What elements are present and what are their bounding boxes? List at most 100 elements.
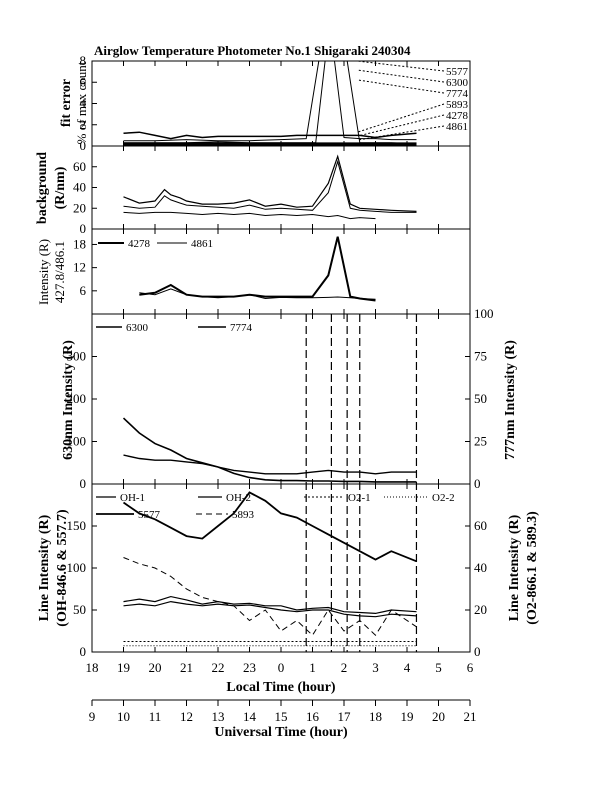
y-tick-label: 50: [73, 602, 86, 617]
legend-label-4278: 4278: [128, 238, 151, 250]
legend-label-oh1: OH-1: [120, 492, 145, 504]
x-tick-label-ut: 18: [369, 709, 382, 724]
blue-ylabel: Intensity (R): [36, 239, 51, 305]
y-tick-label-right: 50: [474, 391, 487, 406]
x-tick-label-local: 6: [467, 660, 474, 675]
fit-error-label-7774: 7774: [446, 88, 469, 100]
y-tick-label: 0: [80, 138, 87, 153]
y-tick-label: 200: [67, 391, 87, 406]
x-tick-label-ut: 16: [306, 709, 320, 724]
fit-error-leader: [357, 125, 445, 141]
x-tick-label-ut: 10: [117, 709, 130, 724]
y-tick-label: 12: [73, 260, 86, 275]
x-tick-label-ut: 19: [401, 709, 414, 724]
x-axis-local-time: 18 19 20 21 22 23 0 1 2 3 4 5 6: [86, 660, 474, 675]
series-line-OH-2: [123, 600, 417, 618]
x-tick-label-local: 21: [180, 660, 193, 675]
legend-label-o2-2: O2-2: [432, 492, 455, 504]
x-tick-label-local: 1: [309, 660, 316, 675]
lines-ylabel2: (OH-846.6 & 557.7): [55, 509, 70, 627]
series-line-6300: [122, 417, 417, 483]
x-tick-label-local: 2: [341, 660, 348, 675]
x-tick-label-local: 0: [278, 660, 285, 675]
fit-error-label-5893: 5893: [446, 99, 469, 111]
background-ylabel2: (R/nm): [53, 166, 68, 209]
y-tick-label-right: 0: [474, 644, 481, 659]
x-axis-local-label: Local Time (hour): [226, 680, 335, 695]
fit-error-leader: [357, 103, 445, 133]
x-tick-label-local: 23: [243, 660, 256, 675]
y-tick-label-right: 25: [474, 434, 487, 449]
x-tick-label-ut: 20: [432, 709, 445, 724]
fit-error-leader: [356, 69, 445, 83]
panel-frame: [91, 145, 471, 230]
series-line-unnamed: [123, 159, 417, 213]
y-tick-label: 0: [80, 476, 87, 491]
legend-label-7774: 7774: [230, 322, 253, 334]
x-tick-label-local: 20: [149, 660, 162, 675]
panel-background: 0 20 40 60 background (R/nm): [35, 145, 471, 236]
series-line-OH-1: [123, 595, 417, 615]
x-axis-ut-label: Universal Time (hour): [214, 725, 348, 740]
series-line-unnamed: [123, 154, 417, 212]
x-tick-label-ut: 11: [149, 709, 162, 724]
y-tick-label: 100: [67, 434, 87, 449]
red-ylabel: 630nm Intensity (R): [61, 340, 76, 460]
legend-label-5577: 5577: [138, 509, 161, 521]
series-line-5577: [123, 131, 417, 140]
y-tick-label: 40: [73, 180, 86, 195]
y-tick-label-right: 0: [474, 476, 481, 491]
x-tick-label-ut: 17: [338, 709, 352, 724]
y-tick-label: 150: [67, 518, 87, 533]
series-line-4278: [139, 236, 376, 302]
series-line-5893: [123, 557, 417, 636]
x-tick-label-local: 4: [404, 660, 411, 675]
y-tick-label: 8: [80, 53, 87, 68]
y-tick-label: 300: [67, 349, 87, 364]
lines-ylabel: Line Intensity (R): [37, 514, 52, 621]
x-tick-label-local: 5: [435, 660, 442, 675]
series-line-unnamed: [123, 211, 376, 220]
x-tick-label-ut: 9: [89, 709, 96, 724]
y-tick-label: 2: [80, 117, 87, 132]
y-tick-label: 20: [73, 200, 86, 215]
red-ylabel-right: 777nm Intensity (R): [503, 340, 518, 460]
background-ylabel: background: [35, 152, 50, 224]
fit-error-label-6300: 6300: [446, 77, 469, 89]
legend-label-6300: 6300: [126, 322, 149, 334]
panel-frame: [91, 313, 471, 485]
x-tick-label-local: 19: [117, 660, 130, 675]
x-axis-universal-time: 9 10 11 12 13 14 15 16 17 18 19 20 21: [89, 699, 477, 724]
x-tick-label-ut: 13: [212, 709, 225, 724]
legend-label-o2-1: O2-1: [348, 492, 371, 504]
series-line-7774: [123, 454, 417, 475]
panel-blue-intensity: 6 12 18 Intensity (R) 427.8/486.1 4278 4861: [36, 228, 471, 315]
fit-error-label-4278: 4278: [446, 110, 469, 122]
y-tick-label: 6: [80, 283, 87, 298]
y-tick-label-right: 20: [474, 602, 487, 617]
fit-error-leader: [356, 60, 445, 72]
x-tick-label-ut: 14: [243, 709, 257, 724]
y-tick-label: 0: [80, 221, 87, 236]
x-tick-label-local: 22: [212, 660, 225, 675]
x-tick-label-ut: 21: [464, 709, 477, 724]
y-tick-label: 6: [80, 74, 87, 89]
lines-ylabel-right: Line Intensity (R): [507, 514, 522, 621]
series-line-4861: [139, 288, 376, 300]
series-line-6300: [123, 60, 417, 142]
fit-error-ylabel2: % of max count: [74, 61, 89, 144]
legend-label-oh2: OH-2: [226, 492, 251, 504]
series-line-7774: [123, 60, 417, 145]
y-tick-label: 18: [73, 236, 86, 251]
x-tick-label-local: 18: [86, 660, 99, 675]
y-tick-label: 100: [67, 560, 87, 575]
chart-title: Airglow Temperature Photometer No.1 Shig…: [94, 43, 411, 58]
y-tick-label-right: 40: [474, 560, 487, 575]
y-tick-label-right: 60: [474, 518, 487, 533]
legend-label-4861: 4861: [191, 238, 213, 250]
y-tick-label: 60: [73, 159, 86, 174]
fit-error-leader: [357, 114, 445, 137]
